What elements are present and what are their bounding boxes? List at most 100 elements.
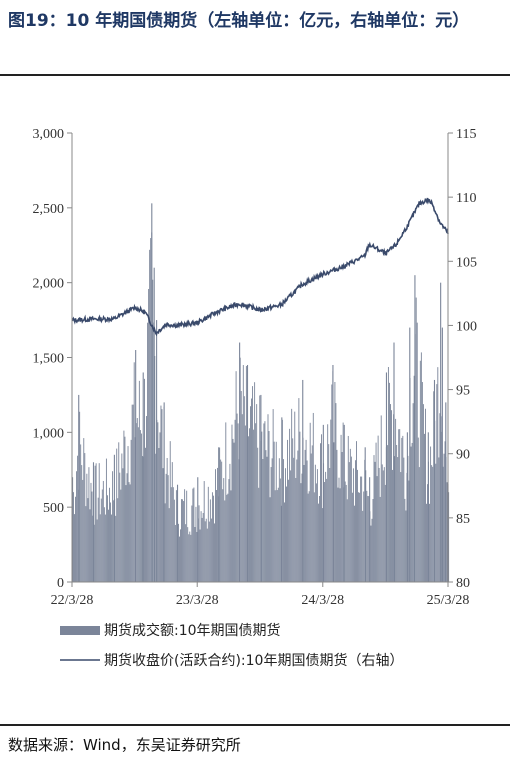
volume-bar xyxy=(314,464,316,582)
volume-bar xyxy=(118,442,120,582)
volume-bar xyxy=(210,518,212,582)
volume-bar xyxy=(427,484,428,582)
volume-bar xyxy=(181,499,182,582)
volume-bar xyxy=(240,391,242,582)
volume-bar xyxy=(152,279,154,582)
volume-bar xyxy=(100,498,102,582)
volume-bar xyxy=(437,367,439,582)
volume-bar xyxy=(247,436,249,582)
volume-bar xyxy=(148,288,150,582)
volume-bar xyxy=(89,509,91,582)
volume-bar xyxy=(370,525,372,582)
volume-bar xyxy=(304,449,306,582)
volume-bar xyxy=(101,489,103,582)
volume-bar xyxy=(387,367,389,582)
volume-bar-peak xyxy=(322,424,324,582)
volume-bar xyxy=(422,404,424,582)
volume-bar xyxy=(84,453,86,582)
volume-bar xyxy=(349,448,351,582)
volume-bar xyxy=(294,411,296,582)
volume-bar xyxy=(421,382,423,582)
volume-bar xyxy=(374,461,376,582)
volume-bar xyxy=(85,506,87,582)
volume-bar xyxy=(291,408,293,582)
volume-bar xyxy=(227,493,229,582)
volume-bar xyxy=(222,489,224,582)
volume-bar xyxy=(388,382,390,582)
volume-bar xyxy=(335,403,337,582)
volume-bar xyxy=(112,471,114,582)
volume-bar-peak xyxy=(406,432,408,582)
volume-bar xyxy=(261,431,263,582)
volume-bar xyxy=(306,460,308,582)
volume-bar xyxy=(328,444,330,582)
volume-bar xyxy=(361,476,363,582)
volume-bar xyxy=(154,356,156,582)
volume-bar xyxy=(185,524,187,582)
left-tick-label: 1,500 xyxy=(33,352,65,367)
volume-bar xyxy=(339,488,341,582)
volume-bar xyxy=(268,431,270,582)
volume-bar xyxy=(94,465,96,582)
volume-bar xyxy=(309,422,311,582)
volume-bar xyxy=(442,466,444,582)
volume-bar xyxy=(420,352,422,582)
volume-bar xyxy=(282,459,284,582)
volume-bar xyxy=(274,490,276,582)
volume-bar xyxy=(351,492,353,582)
volume-bar xyxy=(265,450,267,582)
volume-bar-peak xyxy=(448,492,450,582)
volume-bar-peak xyxy=(72,477,74,582)
volume-bar xyxy=(324,482,326,582)
volume-bar xyxy=(277,487,279,582)
volume-bar xyxy=(109,487,110,582)
volume-bar xyxy=(331,384,333,582)
volume-bar xyxy=(98,463,100,582)
volume-bar xyxy=(186,490,188,582)
source-note: 数据来源：Wind，东吴证券研究所 xyxy=(8,736,241,754)
volume-bar-peak xyxy=(135,350,137,582)
volume-bar xyxy=(413,375,415,582)
volume-bar xyxy=(355,460,356,582)
volume-bar xyxy=(322,508,323,582)
volume-bar xyxy=(287,439,288,582)
volume-bar xyxy=(171,462,173,582)
volume-bar xyxy=(254,382,256,582)
volume-bar xyxy=(257,447,259,582)
volume-bar xyxy=(367,495,369,582)
volume-bar xyxy=(99,514,101,582)
volume-bar xyxy=(301,473,303,582)
volume-bar xyxy=(104,514,106,582)
volume-bar xyxy=(91,491,93,582)
volume-bar xyxy=(341,452,343,582)
volume-bar xyxy=(225,422,227,582)
volume-bar xyxy=(399,429,401,582)
volume-bar xyxy=(77,455,79,582)
volume-bar xyxy=(289,428,291,582)
volume-bars xyxy=(72,203,450,583)
volume-bar xyxy=(319,496,320,582)
volume-bar xyxy=(415,297,417,582)
volume-bar xyxy=(429,503,431,582)
volume-bar xyxy=(243,396,245,582)
volume-bar xyxy=(130,439,132,582)
volume-bar xyxy=(220,459,222,582)
volume-bar xyxy=(271,458,273,582)
volume-bar xyxy=(404,498,406,582)
volume-bar-peak xyxy=(260,394,262,582)
volume-bar xyxy=(390,404,391,582)
volume-bar xyxy=(436,384,438,582)
volume-bar-peak xyxy=(409,327,411,582)
left-tick-label: 500 xyxy=(43,501,64,516)
volume-bar xyxy=(119,472,121,582)
chart: 0 500 1,000 1,500 2,000 2,500 3,000 80 85 90 95 100… xyxy=(33,127,478,669)
volume-bar-peak xyxy=(440,282,442,582)
volume-bar xyxy=(408,480,410,582)
volume-bar xyxy=(158,448,160,582)
volume-bar xyxy=(430,446,432,582)
volume-bar xyxy=(297,450,299,582)
volume-bar xyxy=(312,412,314,582)
volume-bar xyxy=(172,487,174,582)
volume-bar xyxy=(373,455,375,582)
